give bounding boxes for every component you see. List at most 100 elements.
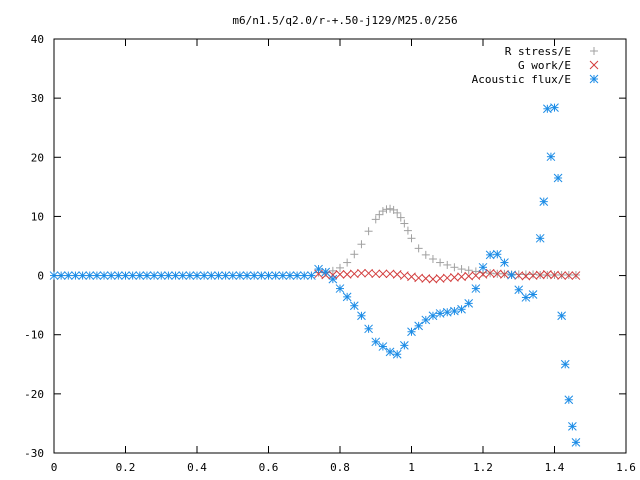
data-point <box>71 271 80 280</box>
series-2 <box>49 103 581 447</box>
data-point <box>414 321 424 331</box>
x-tick-label: 0.2 <box>116 461 136 474</box>
data-point <box>529 270 538 279</box>
data-point <box>471 271 481 280</box>
data-point <box>371 269 381 279</box>
data-point <box>242 271 252 280</box>
data-point <box>235 271 245 280</box>
data-point <box>142 271 152 280</box>
data-point <box>364 324 373 334</box>
data-point <box>442 307 452 317</box>
data-point <box>113 271 123 280</box>
data-point <box>535 233 545 243</box>
data-point <box>407 272 416 282</box>
data-point <box>396 213 405 222</box>
data-point <box>500 270 509 279</box>
data-point <box>228 271 238 280</box>
data-point <box>564 271 574 280</box>
legend-label: Acoustic flux/E <box>472 73 571 86</box>
data-point <box>307 271 316 280</box>
data-point <box>349 269 359 279</box>
data-point <box>249 271 259 280</box>
data-point <box>507 270 516 280</box>
data-point <box>485 268 495 278</box>
legend-label: G work/E <box>518 59 571 72</box>
data-point <box>335 270 345 279</box>
data-point <box>443 260 452 269</box>
data-point <box>514 270 523 279</box>
data-point <box>414 273 424 283</box>
x-tick-label: 1.6 <box>616 461 636 474</box>
data-point <box>149 271 159 280</box>
data-point <box>450 263 459 272</box>
data-point <box>314 264 323 274</box>
data-point <box>464 266 473 275</box>
data-point <box>321 267 331 277</box>
data-point <box>214 271 223 280</box>
data-point <box>357 311 366 321</box>
y-tick-labels: 40 30 20 10 0 -10 -20 -30 <box>24 33 44 460</box>
data-point <box>557 271 567 280</box>
legend-marker <box>589 60 599 70</box>
plot-frame <box>53 38 627 454</box>
y-tick-label: 10 <box>31 210 44 223</box>
data-point <box>500 258 509 267</box>
y-tick-label: -10 <box>24 329 44 342</box>
data-point <box>342 270 352 279</box>
data-point <box>178 271 188 280</box>
data-point <box>471 267 480 276</box>
y-tick-label: -30 <box>24 447 44 460</box>
data-point <box>264 271 273 280</box>
data-point <box>192 271 202 280</box>
data-point <box>535 270 545 280</box>
x-tick-labels: 0 0.2 0.4 0.6 0.8 1 1.2 1.4 1.6 <box>51 461 636 474</box>
y-tick-label: 20 <box>31 151 44 164</box>
data-point <box>56 271 66 280</box>
data-point <box>492 269 502 279</box>
data-point <box>421 274 431 283</box>
data-point <box>206 271 216 280</box>
x-tick-label: 1.2 <box>473 461 493 474</box>
data-point <box>285 271 295 280</box>
y-tick-label: 0 <box>37 270 44 283</box>
data-point <box>271 271 281 280</box>
data-point <box>278 271 288 280</box>
x-tick-label: 1 <box>408 461 415 474</box>
data-point <box>385 269 395 279</box>
data-point <box>393 208 402 217</box>
data-point <box>328 270 338 280</box>
data-point <box>539 197 549 206</box>
data-point <box>560 359 570 369</box>
data-point <box>557 311 567 321</box>
data-point <box>375 210 384 219</box>
data-point <box>400 219 409 228</box>
data-point <box>528 271 538 280</box>
x-tick-label: 0 <box>51 461 58 474</box>
data-point <box>199 271 209 280</box>
data-point <box>336 263 344 272</box>
data-point <box>392 270 402 279</box>
y-tick-label: -20 <box>24 388 44 401</box>
data-point <box>514 271 524 280</box>
data-point <box>521 271 531 281</box>
data-point <box>164 271 173 280</box>
data-point <box>450 272 459 282</box>
data-point <box>328 266 337 275</box>
series-1 <box>314 268 581 284</box>
data-point <box>335 284 345 293</box>
data-point <box>571 438 581 447</box>
data-point <box>392 349 402 359</box>
data-point <box>78 271 87 280</box>
data-point <box>457 272 466 282</box>
data-point <box>442 273 452 283</box>
data-point <box>371 337 381 347</box>
data-point <box>464 299 474 308</box>
data-point <box>542 270 552 279</box>
data-point <box>492 249 502 259</box>
data-point <box>378 342 388 351</box>
data-point <box>528 290 538 299</box>
data-points <box>49 103 581 447</box>
data-point <box>478 270 488 279</box>
